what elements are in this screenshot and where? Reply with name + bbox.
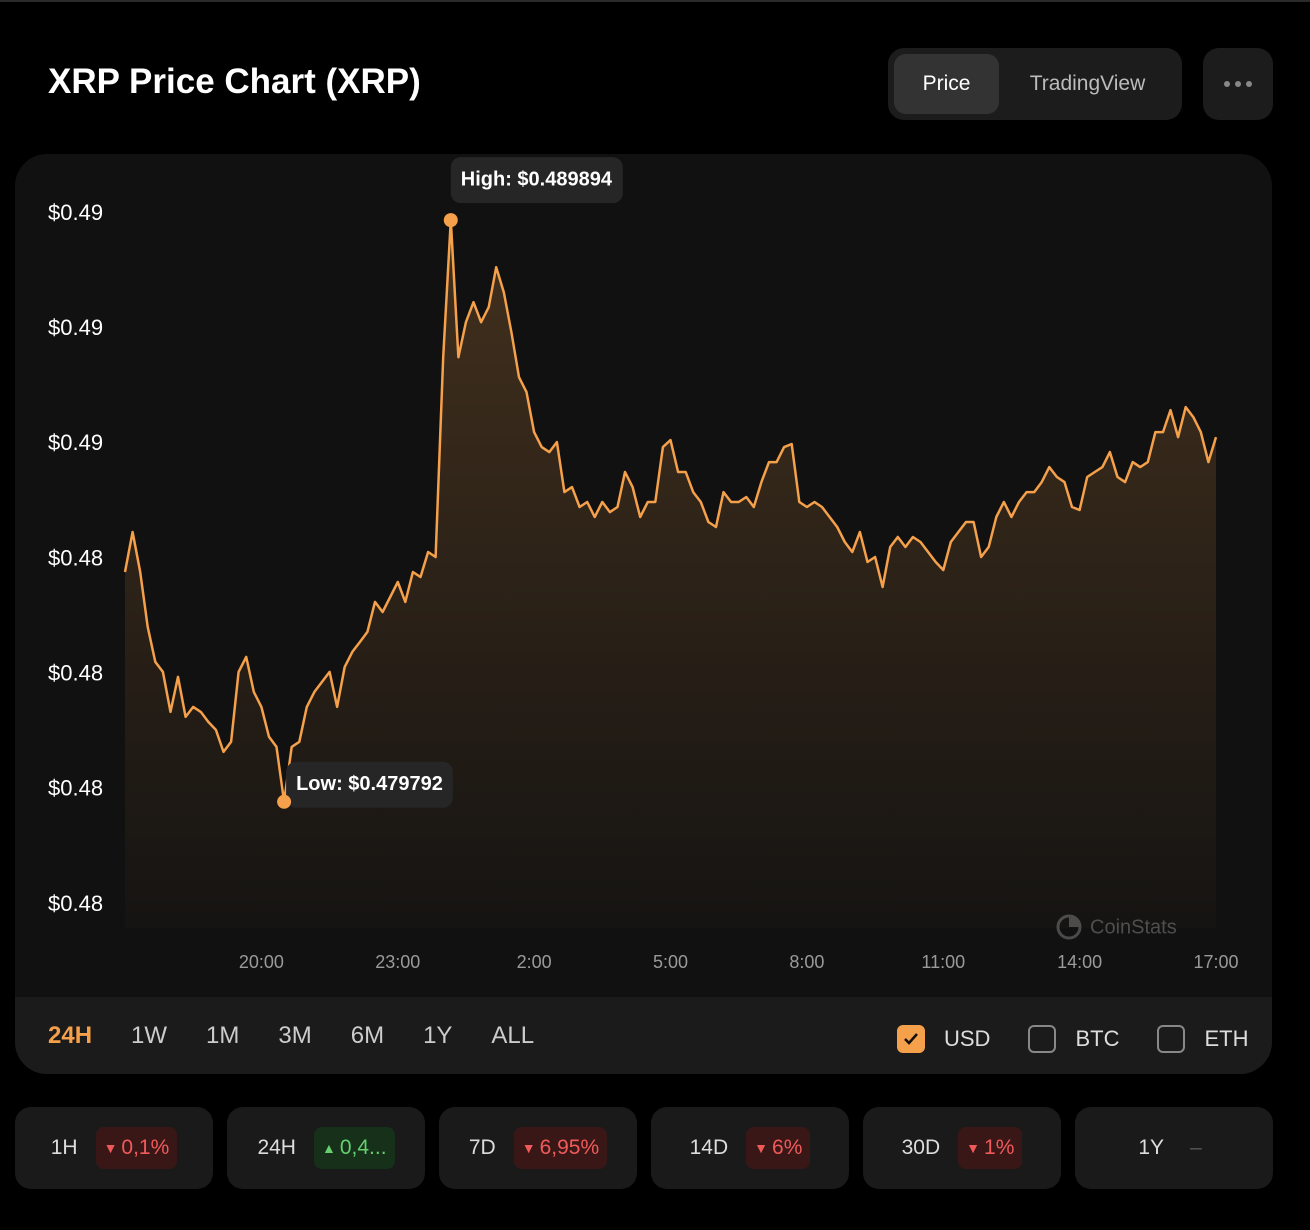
currency-label: BTC [1075, 1026, 1120, 1051]
x-tick-label: 11:00 [921, 952, 965, 972]
change-period: 1Y [1138, 1136, 1164, 1159]
price-line [123, 218, 1218, 804]
change-arrow: ▼ [754, 1140, 769, 1156]
change-arrow: ▲ [321, 1140, 336, 1156]
range-tabs: 24H 1W 1M 3M 6M 1Y ALL [48, 1014, 534, 1058]
annotation-box [450, 157, 623, 204]
more-button[interactable] [1203, 48, 1273, 120]
y-tick-label: $0.49 [48, 430, 103, 455]
change-badge: ▲ 0,4... [313, 1127, 395, 1169]
checkbox[interactable] [897, 1025, 925, 1053]
x-tick-label: 2:00 [517, 952, 552, 972]
change-badge: ▼ 0,1% [95, 1127, 178, 1169]
range-tab[interactable]: 1M [206, 1022, 240, 1049]
x-tick-label: 5:00 [653, 952, 688, 972]
annotation-box [286, 761, 453, 808]
range-tab[interactable]: 1Y [423, 1022, 453, 1049]
card-footer [15, 997, 1272, 1074]
change-card: 7D ▼ 6,95% [439, 1107, 637, 1189]
change-value: 6% [772, 1136, 803, 1159]
view-tabs: Price TradingView [888, 48, 1182, 120]
change-period: 7D [468, 1136, 496, 1159]
y-tick-label: $0.48 [48, 891, 103, 916]
change-cards: 1H ▼ 0,1% 24H ▲ 0,4... 7D ▼ 6,95% 14D ▼ 6% 30D ▼ 1% 1Y – [15, 1107, 1273, 1189]
change-period: 14D [689, 1136, 729, 1159]
change-badge: ▼ 6% [746, 1127, 811, 1169]
y-tick-label: $0.49 [48, 200, 103, 225]
range-tab[interactable]: 24H [48, 1022, 93, 1049]
change-card: 14D ▼ 6% [651, 1107, 849, 1189]
change-value: 0,1% [121, 1136, 170, 1159]
y-tick-label: $0.48 [48, 545, 103, 570]
chart: CoinStats $0.49$0.49$0.49$0.48$0.48$0.48… [48, 157, 1239, 972]
y-tick-label: $0.48 [48, 660, 103, 685]
change-badge: – [1182, 1127, 1210, 1169]
range-tab[interactable]: 6M [350, 1022, 385, 1049]
y-tick-label: $0.48 [48, 776, 103, 801]
extreme-point [277, 794, 292, 809]
checkbox[interactable] [1157, 1025, 1186, 1053]
x-tick-label: 20:00 [239, 952, 284, 972]
page-title: XRP Price Chart (XRP) [48, 62, 421, 101]
x-tick-label: 14:00 [1057, 952, 1102, 972]
y-tick-label: $0.49 [48, 315, 103, 340]
change-card: 1H ▼ 0,1% [15, 1107, 213, 1189]
change-badge: ▼ 6,95% [513, 1127, 608, 1169]
view-tab[interactable]: Price [894, 54, 999, 114]
currency-label: ETH [1204, 1026, 1249, 1051]
x-tick-label: 17:00 [1193, 952, 1238, 972]
change-card: 24H ▲ 0,4... [227, 1107, 425, 1189]
annotation: High: $0.489894 [450, 157, 623, 204]
change-arrow: ▼ [103, 1140, 118, 1156]
change-value: 6,95% [539, 1136, 600, 1159]
change-card: 1Y – [1075, 1107, 1273, 1189]
currency-option[interactable]: BTC [1028, 1025, 1119, 1053]
x-tick-label: 23:00 [375, 952, 420, 972]
change-period: 24H [257, 1136, 296, 1159]
change-period: 30D [901, 1136, 941, 1159]
range-tab[interactable]: ALL [491, 1022, 535, 1049]
extreme-point [443, 213, 458, 228]
view-tab[interactable]: TradingView [1029, 72, 1146, 95]
currency-options: USD BTC ETH [897, 1022, 1248, 1056]
change-value: – [1190, 1136, 1202, 1159]
annotation-label: High: $0.489894 [461, 168, 613, 190]
currency-label: USD [944, 1026, 991, 1051]
currency-option[interactable]: ETH [1157, 1025, 1248, 1053]
range-tab[interactable]: 3M [278, 1022, 312, 1049]
checkbox[interactable] [1028, 1025, 1057, 1053]
change-period: 1H [50, 1136, 78, 1159]
change-arrow: ▼ [966, 1140, 981, 1156]
change-card: 30D ▼ 1% [863, 1107, 1061, 1189]
check-mark [904, 1033, 918, 1045]
change-badge: ▼ 1% [958, 1127, 1023, 1169]
change-arrow: ▼ [521, 1140, 536, 1156]
currency-option[interactable]: USD [897, 1025, 990, 1053]
annotation: Low: $0.479792 [286, 761, 453, 808]
change-value: 0,4... [339, 1136, 387, 1159]
area [125, 220, 1216, 929]
x-tick-label: 8:00 [789, 952, 824, 972]
range-tab[interactable]: 1W [131, 1022, 168, 1049]
annotation-label: Low: $0.479792 [296, 773, 443, 795]
change-value: 1% [984, 1136, 1015, 1159]
